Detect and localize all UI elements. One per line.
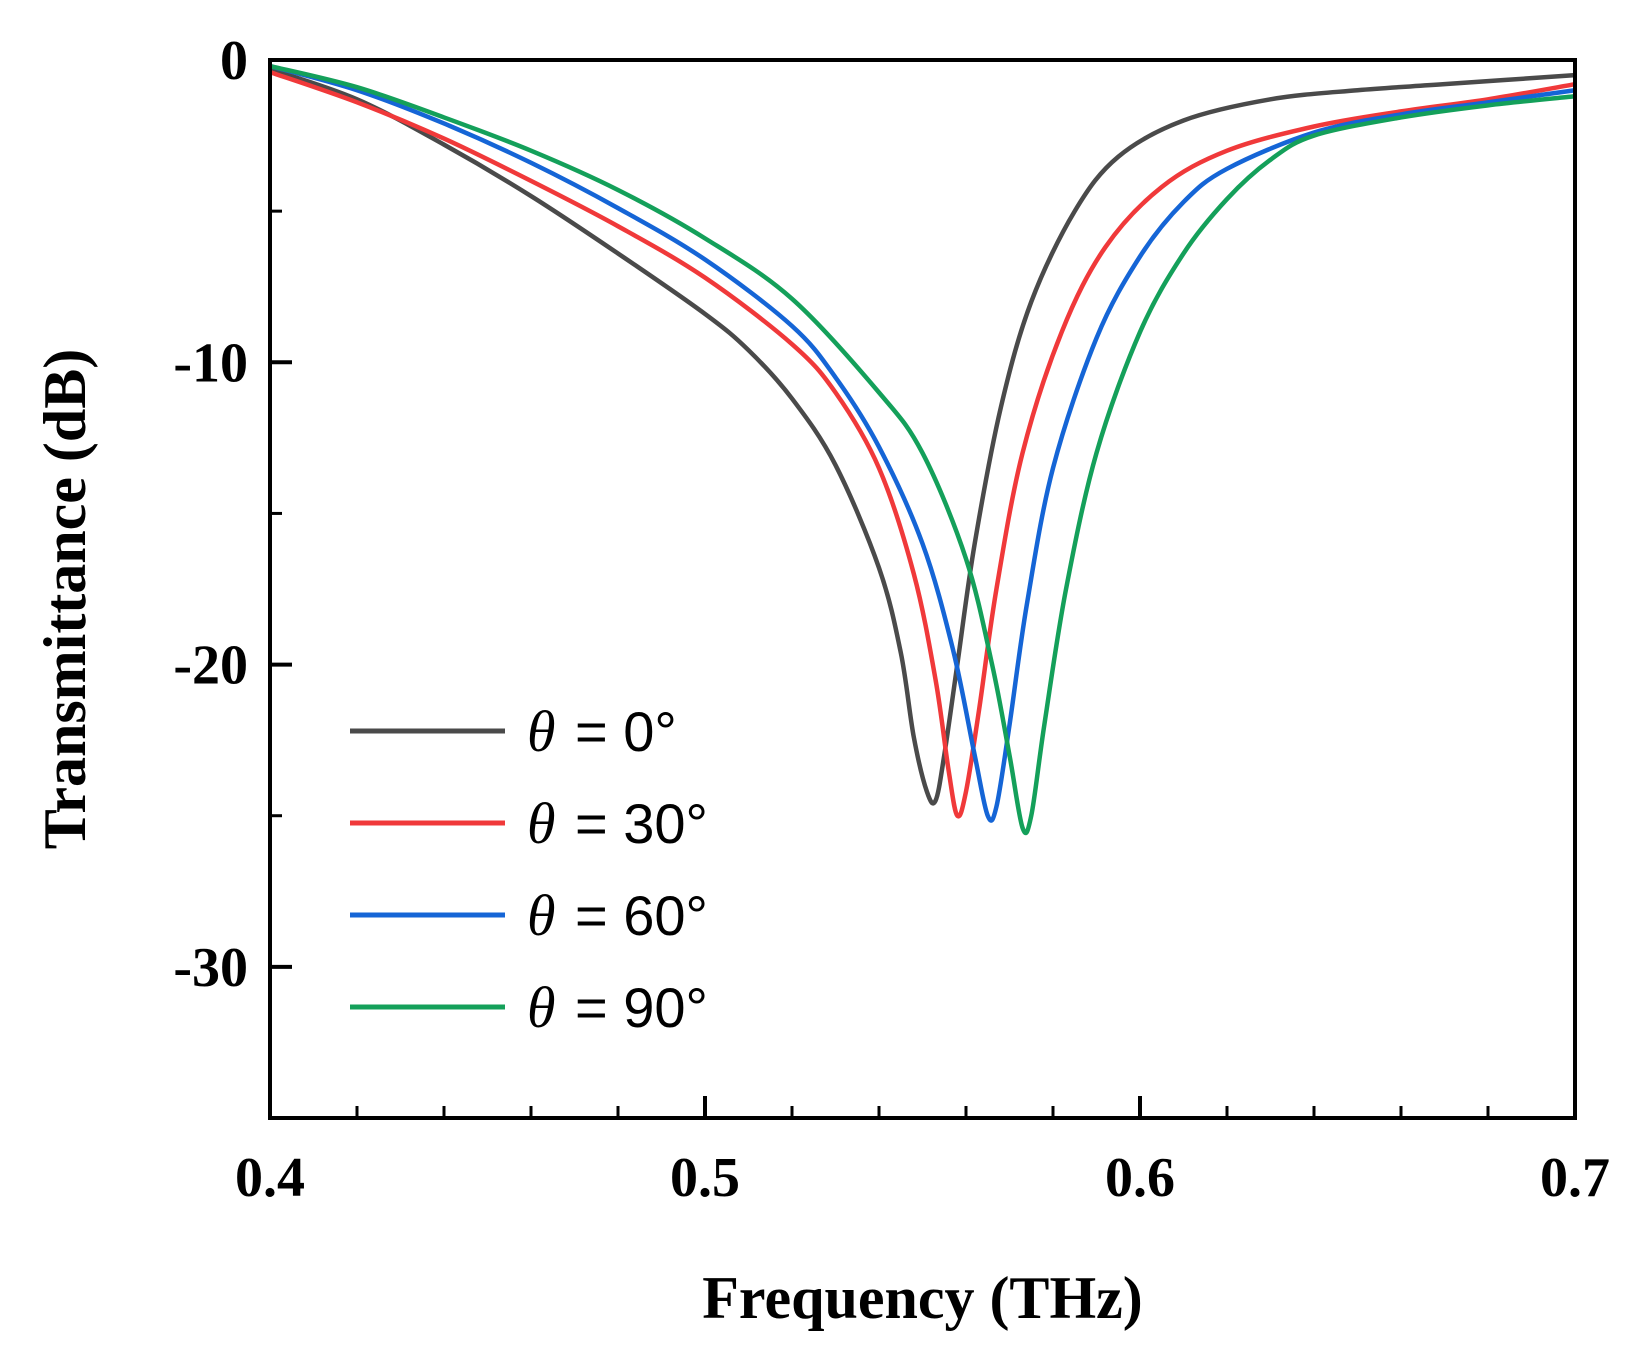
x-tick-label: 0.7: [1540, 1147, 1610, 1209]
legend: θ = 0° θ = 30° θ = 60° θ = 90°: [350, 699, 708, 1040]
legend-label: = 0°: [575, 700, 677, 763]
legend-symbol: θ: [527, 791, 556, 856]
legend-symbol: θ: [527, 883, 556, 948]
series-line-2: [269, 63, 1576, 823]
x-tick-label: 0.4: [235, 1147, 305, 1209]
legend-label: = 90°: [575, 976, 708, 1039]
series-line-0: [269, 66, 1576, 806]
legend-label: = 30°: [575, 792, 708, 855]
y-tick-label: -20: [173, 635, 248, 697]
legend-label: = 60°: [575, 884, 708, 947]
x-tick-label: 0.5: [670, 1147, 740, 1209]
y-tick-label: -10: [173, 332, 248, 394]
ticks-layer: 0.4 0.5 0.6 0.7 0 -10 -20 -30: [173, 30, 1610, 1209]
x-tick-label: 0.6: [1105, 1147, 1175, 1209]
x-axis-title: Frequency (THz): [702, 1265, 1142, 1331]
series-line-1: [269, 69, 1576, 819]
y-tick-label: -30: [173, 937, 248, 999]
series-layer: [269, 63, 1576, 836]
series-line-3: [269, 63, 1576, 836]
legend-symbol: θ: [527, 699, 556, 764]
plot-frame: [268, 58, 1577, 1120]
y-tick-label: 0: [220, 30, 248, 92]
y-axis-title: Transmittance (dB): [32, 349, 98, 850]
legend-symbol: θ: [527, 975, 556, 1040]
